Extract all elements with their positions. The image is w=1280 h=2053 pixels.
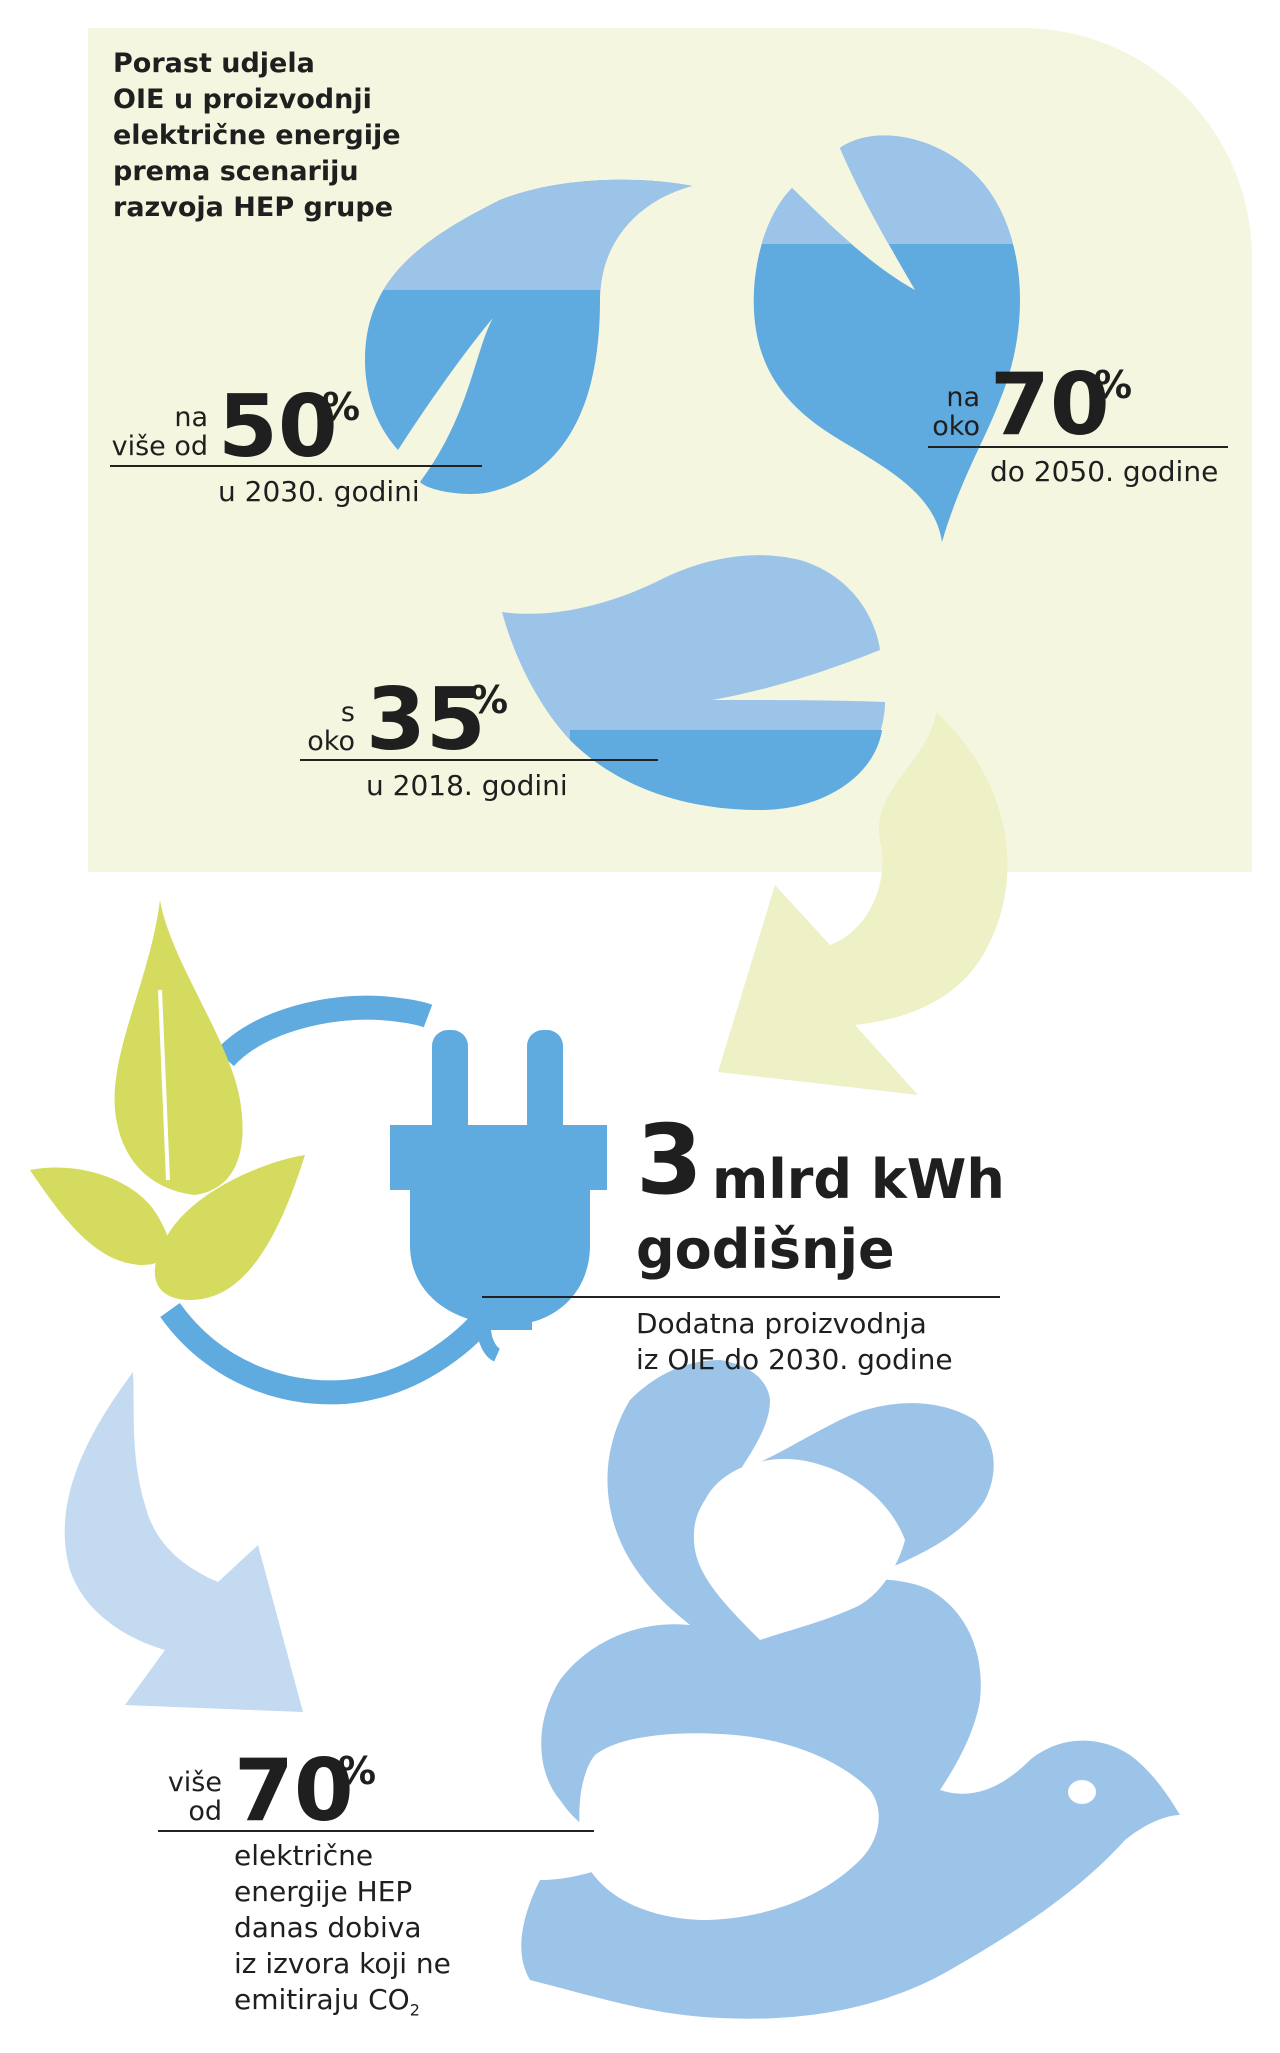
- stat-2030-caption: u 2030. godini: [218, 475, 420, 508]
- dove-icon: [521, 1360, 1180, 2019]
- production-value: 3: [636, 1104, 703, 1216]
- curved-arrow-icon: [718, 712, 1008, 1095]
- curved-arrow-icon: [64, 1372, 303, 1712]
- divider: [110, 465, 482, 467]
- production-caption-line: Dodatna proizvodnja: [636, 1307, 927, 1340]
- production-period: godišnje: [636, 1218, 895, 1281]
- stat-2050-value: 70: [990, 355, 1110, 455]
- stat-2018-caption: u 2018. godini: [366, 769, 568, 802]
- stat-2030-unit: %: [322, 385, 361, 429]
- divider: [158, 1830, 594, 1832]
- divider: [482, 1296, 1000, 1298]
- plant-leaves-icon: [30, 900, 305, 1300]
- water-leaf-icon: [753, 135, 1020, 543]
- page-title: Porast udjela OIE u proizvodnji električ…: [113, 46, 533, 226]
- stat-2030-prefix: na više od: [111, 402, 208, 462]
- title-line: električne energije: [113, 120, 401, 151]
- title-line: OIE u proizvodnji: [113, 84, 372, 115]
- ring-icon: [160, 995, 505, 1405]
- stat-2050-caption: do 2050. godine: [990, 455, 1219, 488]
- stat-2030-value: 50: [218, 377, 338, 477]
- production-caption-line: iz OIE do 2030. godine: [636, 1343, 953, 1376]
- co2-caption-last: emitiraju CO: [234, 1983, 410, 2016]
- divider: [300, 759, 658, 761]
- production-unit: mlrd kWh: [712, 1148, 1005, 1211]
- divider: [928, 446, 1228, 448]
- co2-caption: električne energije HEP danas dobiva iz …: [234, 1839, 451, 2020]
- stat-2050-unit: %: [1094, 363, 1133, 407]
- stat-2018-prefix: s oko: [307, 697, 355, 757]
- title-line: prema scenariju: [113, 156, 359, 187]
- co2-value: 70: [234, 1741, 354, 1841]
- stat-2018-unit: %: [470, 678, 509, 722]
- water-leaf-icon: [502, 555, 885, 810]
- co2-prefix: više od: [167, 1767, 222, 1827]
- title-line: Porast udjela: [113, 48, 315, 79]
- water-leaf-icon: [365, 179, 692, 494]
- co2-subscript: 2: [409, 2000, 420, 2020]
- co2-unit: %: [338, 1749, 377, 1793]
- plug-icon: [390, 1030, 607, 1362]
- stat-2018-value: 35: [366, 670, 486, 770]
- stat-2050-prefix: na oko: [932, 382, 980, 442]
- title-line: razvoja HEP grupe: [113, 192, 394, 223]
